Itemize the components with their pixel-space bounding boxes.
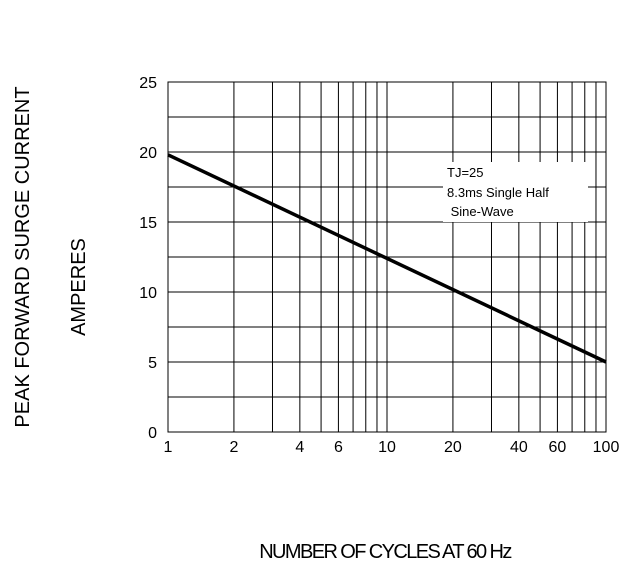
y-tick-label: 0 xyxy=(148,425,157,442)
y-axis-title: PEAK FORWARD SURGE CURRENT xyxy=(12,86,34,427)
x-tick-label: 4 xyxy=(295,439,304,456)
y-tick-label: 15 xyxy=(139,215,157,232)
x-tick-labels: 1 2 4 6 10 20 40 60 100 xyxy=(164,439,620,456)
x-tick-label: 2 xyxy=(229,439,238,456)
annotation-background xyxy=(443,162,588,222)
series-line-1 xyxy=(167,153,607,364)
x-tick-label: 40 xyxy=(510,439,528,456)
series xyxy=(167,153,607,364)
y-axis-subtitle: AMPERES xyxy=(68,238,90,336)
y-tick-label: 20 xyxy=(139,145,157,162)
x-tick-label: 20 xyxy=(444,439,462,456)
x-tick-label: 60 xyxy=(549,439,567,456)
x-tick-label: 1 xyxy=(164,439,173,456)
x-axis-title: NUMBER OF CYCLES AT 60 Hz xyxy=(259,541,511,562)
annotation-box: TJ=25 8.3ms Single Half Sine-Wave xyxy=(443,162,588,222)
annotation-line-1: TJ=25 xyxy=(447,165,484,180)
y-tick-labels: 0 5 10 15 20 25 xyxy=(139,75,157,442)
annotation-line-3: Sine-Wave xyxy=(447,204,514,219)
plot-frame xyxy=(167,81,607,433)
y-tick-label: 25 xyxy=(139,75,157,92)
y-tick-label: 10 xyxy=(139,285,157,302)
x-tick-label: 10 xyxy=(378,439,396,456)
x-tick-label: 100 xyxy=(593,439,620,456)
x-tick-label: 6 xyxy=(334,439,343,456)
y-tick-label: 5 xyxy=(148,355,157,372)
annotation-line-2: 8.3ms Single Half xyxy=(447,185,549,200)
